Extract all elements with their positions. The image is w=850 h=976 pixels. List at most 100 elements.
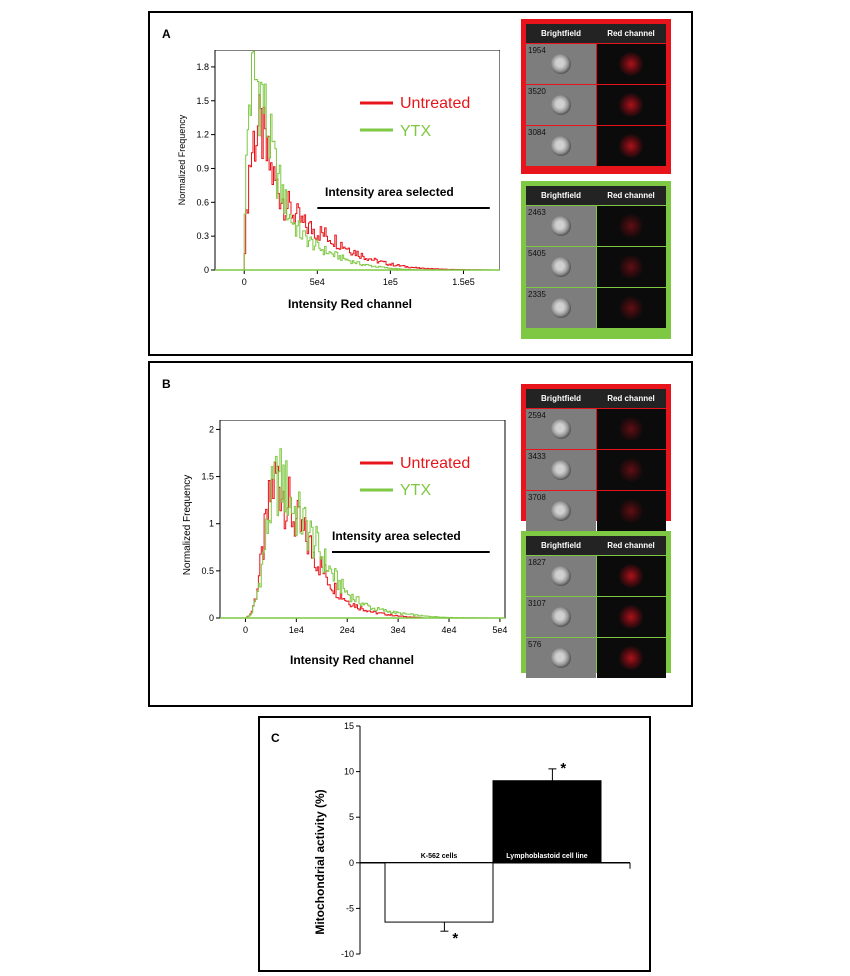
brightfield-image: 2463 [526, 206, 596, 246]
cell-id: 3107 [528, 599, 546, 608]
legend-untreated-label: Untreated [400, 455, 470, 472]
plot-frame [214, 50, 500, 271]
cell-image-row: 3433 [526, 450, 666, 490]
cell-shape [550, 648, 571, 668]
red-channel-image [596, 556, 666, 596]
red-fluorescence [619, 93, 644, 117]
gallery-a-untreated: Brightfield Red channel 1954 3520 3084 [521, 19, 671, 174]
x-tick-label: 0 [242, 277, 247, 287]
brightfield-image: 3708 [526, 491, 596, 531]
cell-image-row: 3708 [526, 491, 666, 531]
red-channel-image [596, 597, 666, 637]
series-ytx-line [245, 448, 490, 619]
red-channel-header: Red channel [607, 29, 655, 38]
x-tick-label: 5e4 [492, 625, 507, 635]
x-tick-label: 2e4 [340, 625, 355, 635]
x-axis-label: Intensity Red channel [288, 297, 412, 311]
y-tick-label: 15 [344, 721, 354, 731]
bar-lymphoblastoid [492, 780, 602, 864]
cell-shape [550, 257, 571, 277]
red-fluorescence [619, 417, 644, 441]
gallery-header: Brightfield Red channel [526, 389, 666, 408]
red-channel-image [596, 44, 666, 84]
red-fluorescence [619, 564, 644, 588]
brightfield-image: 5405 [526, 247, 596, 287]
red-fluorescence [619, 134, 644, 158]
y-tick-label: 0.5 [201, 566, 214, 576]
red-fluorescence [619, 646, 644, 670]
cell-shape [550, 136, 571, 156]
brightfield-header: Brightfield [541, 541, 581, 550]
annotation-intensity-area: Intensity area selected [325, 185, 454, 199]
bar-chart-c: -10 -5 0 5 10 15 * K-562 cells * Lymphoblastoid c… [313, 721, 631, 959]
series-untreated-line [243, 94, 493, 271]
panel-label-c: C [271, 731, 280, 745]
y-tick-label: 0.9 [196, 163, 209, 173]
x-tick-label: 1.5e5 [452, 277, 475, 287]
bar-k562 [384, 862, 494, 923]
gallery-b-untreated: Brightfield Red channel 2594 3433 3708 [521, 384, 671, 531]
red-channel-image [596, 638, 666, 678]
y-tick-label: 5 [349, 812, 354, 822]
y-tick-label: 1 [209, 519, 214, 529]
cell-shape [550, 501, 571, 521]
red-channel-image [596, 85, 666, 125]
y-tick-label: 10 [344, 767, 354, 777]
cell-id: 5405 [528, 249, 546, 258]
red-channel-image [596, 126, 666, 166]
y-tick-label: 0 [349, 858, 354, 868]
cell-image-row: 3520 [526, 85, 666, 125]
brightfield-image: 3084 [526, 126, 596, 166]
cell-id: 3433 [528, 452, 546, 461]
gallery-a-ytx: Brightfield Red channel 2463 5405 2335 [521, 181, 671, 339]
cell-shape [550, 298, 571, 318]
y-tick-label: 2 [209, 424, 214, 434]
y-tick-label: 0.3 [196, 231, 209, 241]
cell-id: 1827 [528, 558, 546, 567]
cell-shape [550, 419, 571, 439]
y-tick-label: 1.5 [196, 96, 209, 106]
brightfield-header: Brightfield [541, 191, 581, 200]
cell-id: 3708 [528, 493, 546, 502]
x-tick-label: 5e4 [310, 277, 325, 287]
x-tick-label: 0 [243, 625, 248, 635]
legend-ytx-label: YTX [400, 482, 431, 499]
cell-shape [550, 95, 571, 115]
y-tick-label: 0 [209, 613, 214, 623]
red-channel-image [596, 247, 666, 287]
red-fluorescence [619, 499, 644, 523]
gallery-b-ytx: Brightfield Red channel 1827 3107 576 [521, 531, 671, 678]
cell-id: 3520 [528, 87, 546, 96]
y-axis-label: Mitochondrial activity (%) [313, 789, 327, 934]
cell-image-row: 3084 [526, 126, 666, 166]
brightfield-image: 2335 [526, 288, 596, 328]
gallery-header: Brightfield Red channel [526, 536, 666, 555]
gallery-header: Brightfield Red channel [526, 186, 666, 205]
cell-shape [550, 460, 571, 480]
brightfield-image: 3433 [526, 450, 596, 490]
brightfield-image: 1954 [526, 44, 596, 84]
red-channel-image [596, 450, 666, 490]
red-channel-header: Red channel [607, 394, 655, 403]
legend-ytx-label: YTX [400, 123, 431, 140]
series-ytx-line [243, 51, 493, 271]
y-axis-label: Normalized Frequency [177, 114, 187, 205]
x-tick-label: 4e4 [442, 625, 457, 635]
cell-image-row: 1954 [526, 44, 666, 84]
significance-star: * [560, 760, 566, 777]
legend-untreated-label: Untreated [400, 95, 470, 112]
category-label: K-562 cells [421, 853, 458, 860]
brightfield-image: 576 [526, 638, 596, 678]
cell-id: 2463 [528, 208, 546, 217]
y-axis-label: Normalized Frequency [182, 475, 193, 576]
y-tick-label: 0 [204, 265, 209, 275]
cell-shape [550, 607, 571, 627]
brightfield-image: 1827 [526, 556, 596, 596]
cell-id: 1954 [528, 46, 546, 55]
cell-id: 2594 [528, 411, 546, 420]
cell-shape [550, 54, 571, 74]
brightfield-image: 3520 [526, 85, 596, 125]
brightfield-header: Brightfield [541, 29, 581, 38]
cell-image-row: 576 [526, 638, 666, 678]
